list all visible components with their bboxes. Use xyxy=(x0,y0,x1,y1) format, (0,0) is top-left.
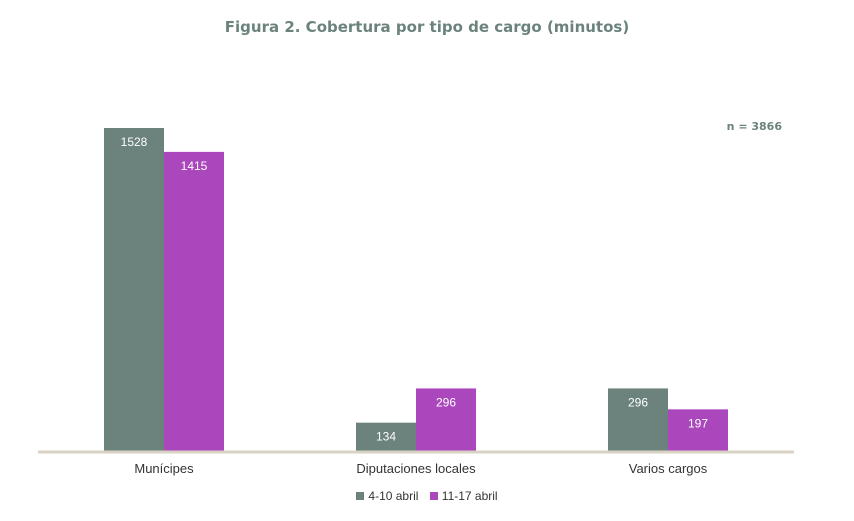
bar-2-3 xyxy=(668,409,728,451)
bar-1-1 xyxy=(104,128,164,451)
legend: 4-10 abril 11-17 abril xyxy=(0,489,854,503)
bar-1-2 xyxy=(356,422,416,451)
legend-label-series-1: 4-10 abril xyxy=(368,489,419,503)
sample-size-label: n = 3866 xyxy=(726,120,782,133)
bar-2-1 xyxy=(164,151,224,451)
legend-label-series-2: 11-17 abril xyxy=(441,489,498,503)
data-label-2-1: 1415 xyxy=(181,159,208,173)
category-label-3: Varios cargos xyxy=(629,461,708,476)
data-label-2-2: 296 xyxy=(436,395,456,409)
bar-1-3 xyxy=(608,388,668,451)
legend-item-series-1: 4-10 abril xyxy=(356,489,418,503)
chart-title: Figura 2. Cobertura por tipo de cargo (m… xyxy=(224,18,630,36)
category-label-1: Munícipes xyxy=(134,461,194,476)
category-label-2: Diputaciones locales xyxy=(356,461,476,476)
data-label-1-1: 1528 xyxy=(121,135,148,149)
data-label-2-3: 197 xyxy=(688,416,708,430)
bar-2-2 xyxy=(416,388,476,451)
data-label-1-2: 134 xyxy=(376,430,396,444)
legend-swatch-series-2 xyxy=(429,492,438,500)
legend-swatch-series-1 xyxy=(356,492,365,500)
data-label-1-3: 296 xyxy=(628,395,648,409)
legend-item-series-2: 11-17 abril xyxy=(429,489,498,503)
